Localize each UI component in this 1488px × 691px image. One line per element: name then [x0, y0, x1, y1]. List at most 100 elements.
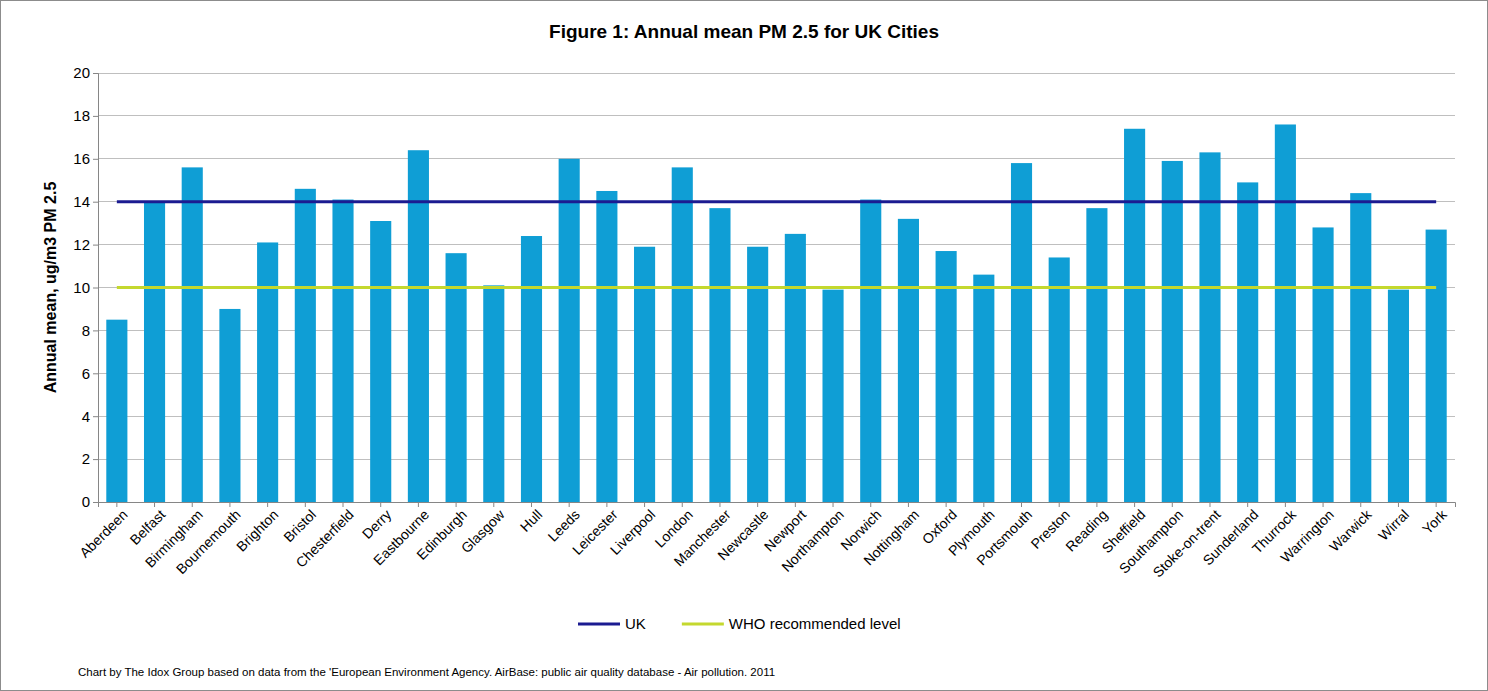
- line: [117, 286, 1436, 289]
- y-tick-mark: [93, 288, 98, 289]
- x-tick-mark: [833, 502, 834, 507]
- grid-line: [98, 115, 1455, 116]
- bar: [1313, 227, 1334, 502]
- legend-item: WHO recommended level: [682, 615, 901, 632]
- x-tick-mark: [1360, 502, 1361, 507]
- chart: Figure 1: Annual mean PM 2.5 for UK Citi…: [0, 0, 1488, 691]
- y-tick-mark: [93, 459, 98, 460]
- bar: [370, 221, 391, 502]
- x-tick-label: Portsmouth: [973, 506, 1035, 568]
- x-tick-label: Glasgow: [458, 506, 508, 556]
- bar: [1124, 129, 1145, 502]
- x-tick-mark: [644, 502, 645, 507]
- x-tick-label: Chesterfield: [293, 506, 357, 570]
- x-tick-mark: [606, 502, 607, 507]
- x-tick-mark: [757, 502, 758, 507]
- x-tick-label: Nottingham: [860, 506, 922, 568]
- y-tick-label: 14: [73, 193, 90, 210]
- x-tick: Wirral: [1375, 502, 1412, 544]
- y-tick-label: 2: [82, 450, 90, 467]
- bar: [1162, 161, 1183, 502]
- bar: [182, 167, 203, 502]
- x-tick-label: Brighton: [233, 506, 281, 554]
- x-tick-label: York: [1419, 506, 1450, 537]
- legend-item: UK: [578, 615, 646, 632]
- x-tick-mark: [418, 502, 419, 507]
- x-tick-mark: [531, 502, 532, 507]
- bar: [1199, 152, 1220, 502]
- source-note: Chart by The Idox Group based on data fr…: [78, 666, 775, 678]
- x-axis-line: [99, 503, 1456, 508]
- y-tick-label: 0: [82, 493, 90, 510]
- y-tick: 4: [82, 408, 98, 425]
- y-tick: 10: [73, 279, 98, 296]
- bar: [1049, 257, 1070, 502]
- y-tick-mark: [93, 159, 98, 160]
- legend-label: UK: [625, 615, 646, 632]
- bar: [1011, 163, 1032, 502]
- bar: [898, 219, 919, 502]
- bar: [672, 167, 693, 502]
- x-tick-label: Newcastle: [714, 506, 771, 563]
- y-tick-mark: [93, 373, 98, 374]
- x-tick-label: Warwick: [1326, 506, 1375, 555]
- x-tick: Chesterfield: [293, 502, 357, 571]
- y-tick-mark: [93, 202, 98, 203]
- y-tick-mark: [93, 502, 98, 503]
- bar: [1237, 182, 1258, 502]
- marks: [106, 124, 1446, 502]
- y-tick-label: 4: [82, 408, 90, 425]
- grid-line: [98, 73, 1455, 74]
- y-axis-line: [93, 74, 99, 503]
- x-tick-mark: [1285, 502, 1286, 507]
- bar: [1426, 230, 1447, 502]
- y-tick-label: 20: [73, 64, 90, 81]
- x-tick-label: Aberdeen: [76, 506, 130, 560]
- x-tick-mark: [493, 502, 494, 507]
- bar: [1275, 124, 1296, 502]
- x-tick-label: Hull: [517, 506, 545, 534]
- x-tick-mark: [380, 502, 381, 507]
- bar: [106, 320, 127, 502]
- x-tick-mark: [1398, 502, 1399, 507]
- x-tick: Derry: [359, 502, 395, 542]
- x-tick: Edinburgh: [413, 502, 469, 563]
- bar: [596, 191, 617, 502]
- bar: [295, 189, 316, 502]
- bar: [709, 208, 730, 502]
- y-tick-label: 12: [73, 236, 90, 253]
- bar: [144, 202, 165, 502]
- x-tick-mark: [1096, 502, 1097, 507]
- grid-line: [98, 158, 1455, 159]
- y-tick-label: 18: [73, 107, 90, 124]
- x-tick-mark: [682, 502, 683, 507]
- y-tick-mark: [93, 245, 98, 246]
- plot: 02468101214161820AberdeenBelfastBirmingh…: [73, 64, 1455, 580]
- bar: [973, 275, 994, 502]
- y-tick-label: 6: [82, 365, 90, 382]
- y-tick-label: 16: [73, 150, 90, 167]
- bar: [219, 309, 240, 502]
- x-tick: Warwick: [1326, 502, 1375, 555]
- x-tick: Newcastle: [714, 502, 771, 563]
- x-tick: Warrington: [1277, 502, 1336, 566]
- bar: [1350, 193, 1371, 502]
- x-tick-mark: [1323, 502, 1324, 507]
- y-tick-mark: [93, 416, 98, 417]
- x-tick: Aberdeen: [76, 502, 130, 561]
- x-tick-mark: [192, 502, 193, 507]
- x-tick-label: Northampton: [778, 506, 847, 575]
- title: Figure 1: Annual mean PM 2.5 for UK Citi…: [549, 21, 939, 42]
- legend-swatch: [578, 623, 620, 626]
- x-tick-mark: [1134, 502, 1135, 507]
- x-tick-mark: [456, 502, 457, 507]
- bar: [785, 234, 806, 502]
- x-tick-mark: [229, 502, 230, 507]
- x-tick: Liverpool: [607, 502, 658, 558]
- x-tick-mark: [1247, 502, 1248, 507]
- x-tick-mark: [1172, 502, 1173, 507]
- x-tick-mark: [908, 502, 909, 507]
- grid: [98, 73, 1455, 502]
- x-tick-mark: [343, 502, 344, 507]
- y-tick: 6: [82, 365, 98, 382]
